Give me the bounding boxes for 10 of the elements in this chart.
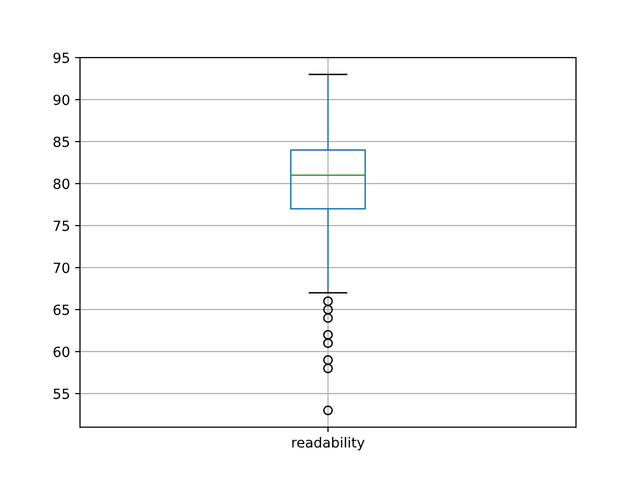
y-tick-label: 95 bbox=[53, 52, 70, 64]
y-tick-label: 80 bbox=[54, 178, 70, 190]
y-tick-label: 70 bbox=[54, 262, 70, 274]
y-tick-label: 75 bbox=[54, 220, 70, 232]
y-tick-label: 85 bbox=[54, 136, 70, 148]
x-tick-label: readability bbox=[292, 436, 365, 450]
y-tick-label: 55 bbox=[54, 388, 70, 400]
y-tick-label: 90 bbox=[53, 94, 70, 106]
y-tick-label: 60 bbox=[54, 346, 70, 358]
y-tick-label: 65 bbox=[54, 304, 70, 316]
